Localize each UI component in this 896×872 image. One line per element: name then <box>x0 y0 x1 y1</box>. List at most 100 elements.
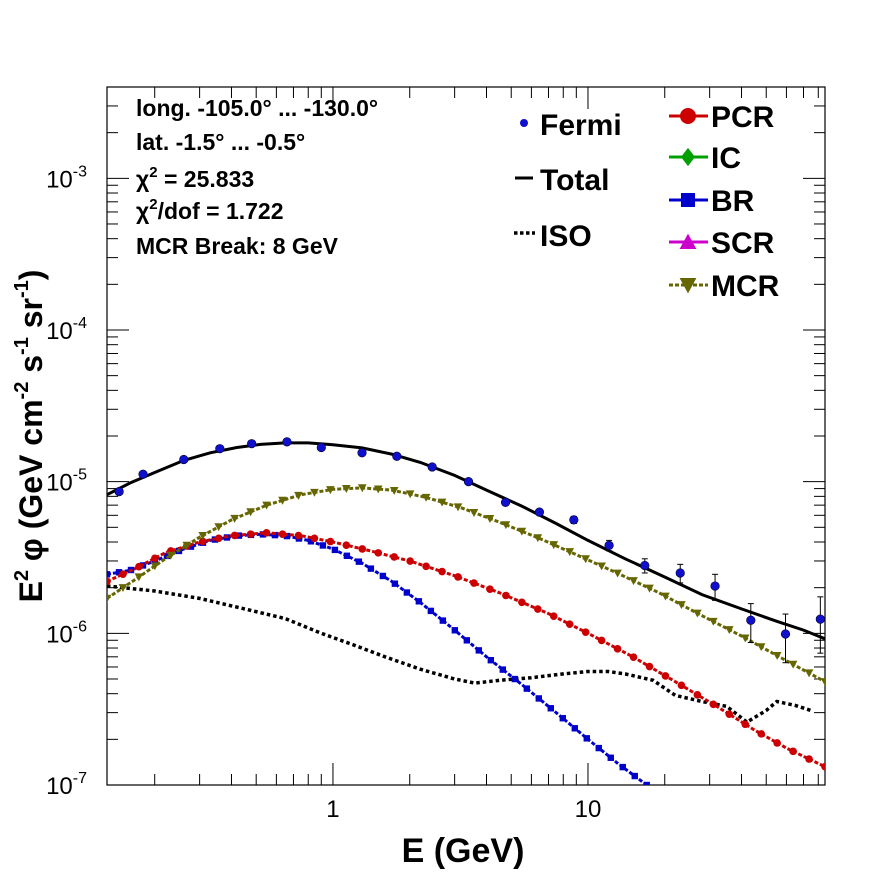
marker-mcr <box>469 509 479 517</box>
marker-mcr <box>166 551 176 560</box>
marker-pcr <box>693 690 702 699</box>
marker-br <box>511 675 519 683</box>
marker-pcr <box>246 530 255 538</box>
marker-mcr <box>820 678 825 686</box>
marker-mcr <box>724 626 734 635</box>
marker-pcr <box>486 585 494 593</box>
marker-mcr <box>373 485 383 494</box>
series-br <box>107 531 650 785</box>
marker-br <box>403 589 411 596</box>
marker-pcr <box>198 537 207 546</box>
fermi-point <box>247 439 257 449</box>
y-tick-label: 10-7 <box>46 770 87 800</box>
marker-br <box>607 754 614 761</box>
info-latitude: lat. -1.5° ... -0.5° <box>136 129 305 155</box>
marker-br <box>367 565 375 572</box>
marker-br <box>187 543 195 550</box>
marker-mcr <box>246 508 255 517</box>
line-iso <box>107 584 812 725</box>
marker-br <box>547 705 554 712</box>
marker-pcr <box>613 645 622 653</box>
fermi-point <box>114 486 124 497</box>
legend-label-br: BR <box>711 185 755 218</box>
fermi-point <box>463 477 474 487</box>
marker-br <box>115 569 123 576</box>
marker-mcr <box>262 501 271 510</box>
marker-br <box>307 538 315 545</box>
marker-mcr <box>693 609 702 618</box>
marker-pcr <box>805 755 813 763</box>
marker-br <box>535 695 542 702</box>
fermi-point <box>392 451 402 461</box>
marker-pcr <box>661 672 670 680</box>
marker-mcr <box>421 493 431 502</box>
marker-pcr <box>565 620 574 628</box>
marker-mcr <box>501 521 511 530</box>
marker-pcr <box>278 530 287 538</box>
marker-br <box>319 542 327 549</box>
marker-mcr <box>549 541 559 550</box>
marker-pcr <box>342 541 351 549</box>
fermi-point <box>138 469 148 479</box>
marker-pcr <box>741 720 750 729</box>
legend-fermi-marker <box>520 119 528 127</box>
legend-marker-ic <box>681 147 695 167</box>
marker-br <box>463 637 471 644</box>
marker-br <box>107 571 111 578</box>
marker-mcr <box>804 669 814 678</box>
marker-br <box>163 552 171 560</box>
marker-mcr <box>772 651 782 660</box>
line-total <box>107 441 825 641</box>
marker-mcr <box>517 527 527 536</box>
marker-mcr <box>613 569 622 578</box>
fermi-point <box>179 454 189 465</box>
marker-mcr <box>357 484 367 493</box>
fermi-points <box>114 437 825 664</box>
marker-pcr <box>757 730 765 738</box>
marker-pcr <box>310 534 319 543</box>
marker-pcr <box>454 573 462 581</box>
marker-br <box>415 598 423 605</box>
y-tick-label: 10-6 <box>46 618 87 648</box>
marker-pcr <box>470 579 478 587</box>
fermi-point <box>640 560 650 571</box>
legend-label-ic: IC <box>711 142 741 175</box>
marker-mcr <box>230 514 239 523</box>
marker-br <box>271 531 279 539</box>
series-layer <box>107 441 825 785</box>
marker-pcr <box>358 545 367 553</box>
marker-mcr <box>310 488 319 497</box>
marker-br <box>439 617 447 624</box>
fermi-point <box>746 615 756 625</box>
info-box: long. -105.0° ... -130.0° lat. -1.5° ...… <box>136 95 378 259</box>
marker-pcr <box>502 591 510 600</box>
marker-mcr <box>326 486 335 495</box>
fermi-point <box>815 614 825 624</box>
x-tick-label: 10 <box>575 796 602 823</box>
marker-pcr <box>709 700 718 709</box>
marker-pcr <box>438 567 446 576</box>
marker-br <box>451 627 459 634</box>
marker-mcr <box>708 617 718 626</box>
marker-mcr <box>661 592 670 601</box>
marker-pcr <box>581 628 590 636</box>
legend-label-mcr: MCR <box>711 270 780 303</box>
legend-marker-pcr <box>680 108 696 124</box>
marker-mcr <box>198 531 208 540</box>
marker-br <box>475 647 483 654</box>
marker-br <box>331 546 339 554</box>
marker-br <box>499 666 507 673</box>
marker-mcr <box>134 573 144 582</box>
marker-mcr <box>533 534 543 543</box>
marker-mcr <box>182 541 192 550</box>
marker-mcr <box>453 503 463 512</box>
marker-pcr <box>151 554 159 563</box>
legend: Fermi Total ISO PCR IC BR SCR MCR <box>514 101 780 303</box>
marker-pcr <box>326 537 335 546</box>
line-br <box>107 532 648 785</box>
y-tick-label: 10-5 <box>46 467 87 497</box>
marker-pcr <box>677 681 686 690</box>
marker-mcr <box>677 601 686 610</box>
marker-br <box>631 772 638 780</box>
